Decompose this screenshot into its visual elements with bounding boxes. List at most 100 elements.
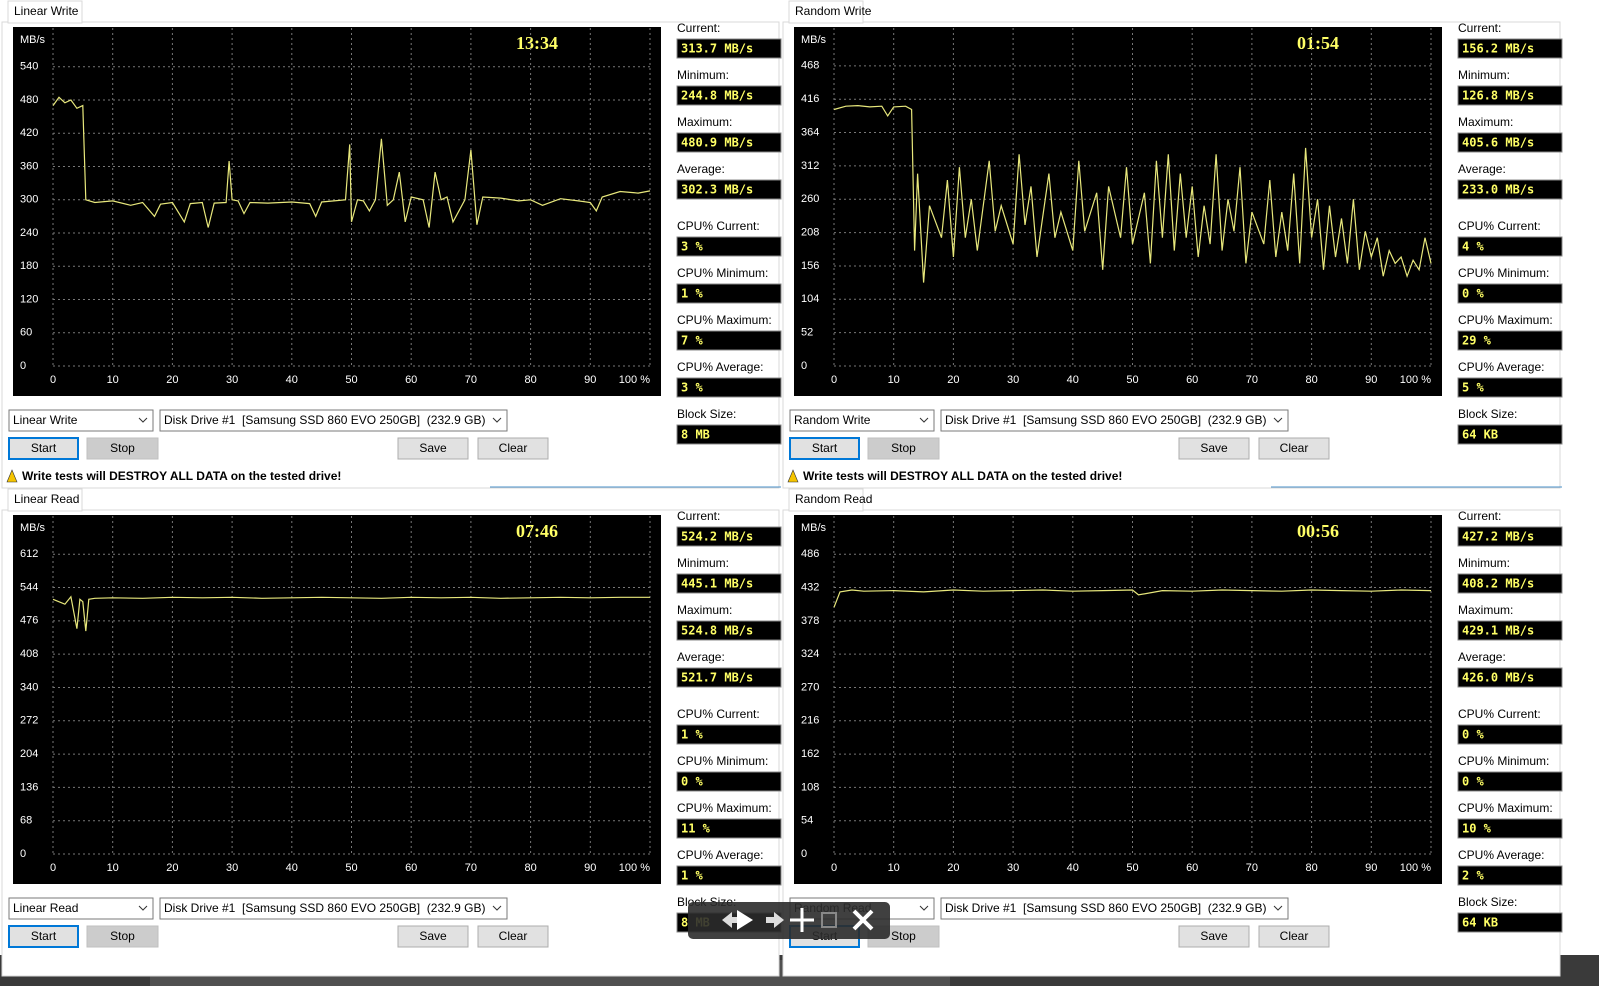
warning-icon [6, 469, 18, 483]
y-tick-label: 612 [20, 548, 38, 560]
stat-label: Block Size: [1458, 407, 1517, 421]
stat-value: 313.7 MB/s [681, 42, 753, 56]
x-tick-label: 20 [166, 374, 178, 386]
stat-value: 1 % [681, 869, 703, 883]
x-tick-label: 40 [1067, 374, 1079, 386]
button[interactable] [477, 437, 549, 460]
button-label: Stop [891, 929, 916, 943]
y-tick-label: 162 [801, 748, 819, 760]
y-tick-label: 68 [20, 815, 32, 827]
stat-value: 29 % [1462, 334, 1492, 348]
panel: Random Read MB/s 00:56 0 54 108 162 216 270 324 37… [782, 488, 1563, 977]
x-tick-label: 70 [1246, 374, 1258, 386]
dropdown-value: Random Write [794, 413, 871, 427]
dropdown[interactable] [940, 409, 1289, 432]
dropdown-value: Linear Write [13, 413, 78, 427]
stat-value: 408.2 MB/s [1462, 577, 1534, 591]
stat-value: 0 % [1462, 287, 1484, 301]
x-tick-label: 0 [831, 862, 837, 874]
dropdown[interactable] [8, 897, 154, 920]
button[interactable] [1178, 437, 1250, 460]
stat-label: Maximum: [1458, 603, 1513, 617]
button[interactable] [1258, 925, 1330, 948]
stat-box [1457, 179, 1563, 200]
x-tick-label: 60 [1186, 374, 1198, 386]
dropdown[interactable] [789, 409, 935, 432]
button[interactable] [1178, 925, 1250, 948]
viewer-toolbar [688, 902, 890, 939]
y-tick-label: 270 [801, 681, 819, 693]
stat-box [676, 865, 782, 886]
dropdown[interactable] [940, 897, 1289, 920]
stat-box [1457, 724, 1563, 745]
y-tick-label: 420 [20, 127, 38, 139]
y-tick-label: 300 [20, 194, 38, 206]
dropdown-value: Disk Drive #1 [Samsung SSD 860 EVO 250GB… [164, 413, 485, 427]
close-icon[interactable] [852, 909, 874, 931]
move-icon[interactable] [790, 908, 814, 932]
stat-box [676, 236, 782, 257]
tab [788, 488, 864, 512]
chart-bg [794, 27, 1442, 396]
x-tick-label: 30 [226, 374, 238, 386]
stat-box [676, 85, 782, 106]
stat-value: 405.6 MB/s [1462, 136, 1534, 150]
stat-label: Current: [677, 21, 720, 35]
stat-box [1457, 818, 1563, 839]
y-tick-label: 312 [801, 160, 819, 172]
y-tick-label: 0 [801, 360, 807, 372]
tab [7, 0, 83, 24]
button[interactable] [8, 437, 79, 460]
tab-label: Random Write [795, 4, 872, 18]
dropdown[interactable] [8, 409, 154, 432]
x-tick-label: 100 % [1400, 374, 1431, 386]
x-tick-label: 50 [345, 374, 357, 386]
x-tick-label: 90 [584, 374, 596, 386]
y-tick-label: 0 [20, 360, 26, 372]
resize-icon[interactable] [821, 912, 837, 928]
stat-box [1457, 424, 1563, 445]
stat-label: CPU% Minimum: [677, 754, 768, 768]
y-tick-label: 468 [801, 60, 819, 72]
stat-box [1457, 132, 1563, 153]
stat-label: Minimum: [1458, 556, 1510, 570]
stat-label: CPU% Current: [677, 707, 760, 721]
button [867, 437, 940, 460]
dropdown[interactable] [159, 409, 508, 432]
timer: 07:46 [516, 521, 558, 541]
y-tick-label: 432 [801, 581, 819, 593]
y-tick-label: 108 [801, 781, 819, 793]
stat-box [676, 377, 782, 398]
stat-label: Block Size: [677, 407, 736, 421]
button[interactable] [477, 925, 549, 948]
stat-box [676, 179, 782, 200]
stat-value: 480.9 MB/s [681, 136, 753, 150]
button[interactable] [397, 925, 469, 948]
button[interactable] [1258, 437, 1330, 460]
stat-label: CPU% Minimum: [677, 266, 768, 280]
next-icon[interactable] [766, 912, 784, 928]
stat-label: Average: [677, 162, 725, 176]
tab [7, 488, 83, 512]
stat-label: CPU% Average: [1458, 360, 1545, 374]
x-tick-label: 0 [50, 862, 56, 874]
stat-label: CPU% Maximum: [1458, 801, 1553, 815]
stat-label: CPU% Minimum: [1458, 754, 1549, 768]
button[interactable] [397, 437, 469, 460]
button-label: Stop [110, 929, 135, 943]
button-label: Stop [891, 441, 916, 455]
x-tick-label: 50 [345, 862, 357, 874]
y-tick-label: 364 [801, 126, 819, 138]
stat-box [676, 667, 782, 688]
y-tick-label: 54 [801, 815, 813, 827]
dropdown[interactable] [159, 897, 508, 920]
stat-box [676, 573, 782, 594]
button[interactable] [8, 925, 79, 948]
prev-icon[interactable] [722, 912, 740, 928]
button[interactable] [789, 437, 860, 460]
timer: 00:56 [1297, 521, 1339, 541]
stat-box [1457, 771, 1563, 792]
x-tick-label: 20 [947, 374, 959, 386]
play-icon[interactable] [737, 910, 753, 930]
